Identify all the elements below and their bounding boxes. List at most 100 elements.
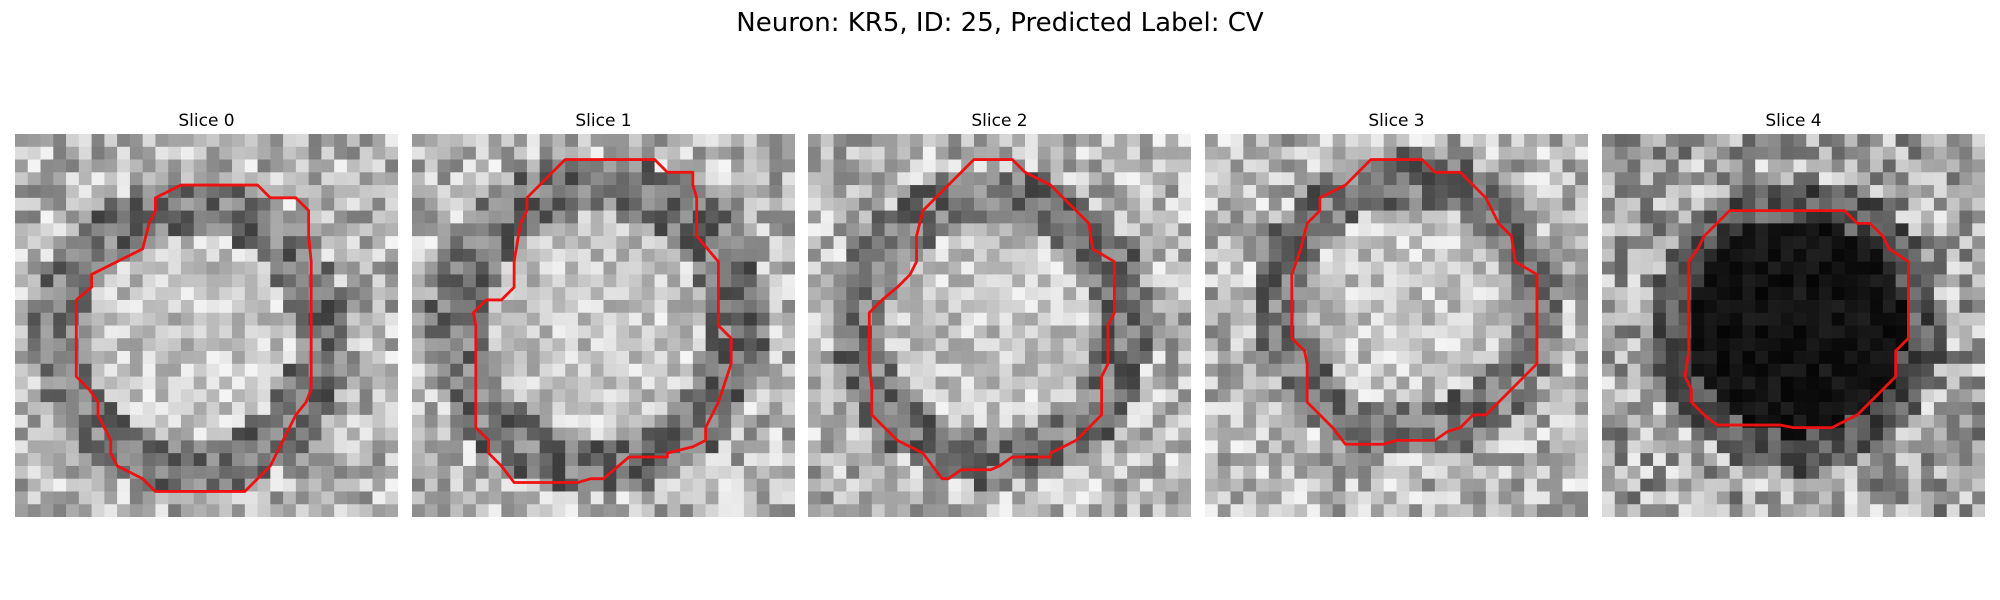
image-pixel bbox=[884, 274, 898, 288]
image-pixel bbox=[257, 287, 271, 301]
image-pixel bbox=[1921, 440, 1935, 454]
image-pixel bbox=[385, 312, 398, 326]
image-pixel bbox=[756, 261, 770, 275]
image-pixel bbox=[1614, 185, 1628, 199]
image-pixel bbox=[1780, 134, 1794, 148]
image-pixel bbox=[1178, 299, 1191, 314]
image-pixel bbox=[257, 376, 271, 390]
image-pixel bbox=[1345, 478, 1359, 492]
image-pixel bbox=[1665, 210, 1679, 224]
image-pixel bbox=[1012, 363, 1026, 377]
image-pixel bbox=[922, 134, 937, 148]
image-pixel bbox=[910, 172, 924, 186]
image-pixel bbox=[948, 478, 962, 492]
image-pixel bbox=[846, 261, 860, 275]
image-pixel bbox=[295, 491, 310, 505]
image-pixel bbox=[616, 338, 630, 352]
image-pixel bbox=[756, 299, 770, 314]
image-pixel bbox=[1793, 134, 1807, 148]
image-pixel bbox=[526, 248, 541, 263]
image-pixel bbox=[1319, 478, 1334, 492]
image-pixel bbox=[1653, 440, 1667, 454]
image-pixel bbox=[1614, 504, 1628, 517]
image-pixel bbox=[1806, 504, 1820, 517]
image-pixel bbox=[973, 453, 988, 467]
image-pixel bbox=[1895, 440, 1909, 454]
image-pixel bbox=[884, 134, 898, 148]
image-pixel bbox=[1319, 287, 1334, 301]
image-pixel bbox=[667, 248, 681, 263]
image-pixel bbox=[1511, 274, 1525, 288]
image-pixel bbox=[334, 312, 348, 326]
image-pixel bbox=[539, 351, 553, 365]
image-pixel bbox=[1793, 465, 1807, 480]
image-pixel bbox=[577, 274, 592, 288]
image-pixel bbox=[1895, 389, 1909, 403]
image-pixel bbox=[1294, 338, 1308, 352]
image-pixel bbox=[180, 389, 195, 403]
image-pixel bbox=[66, 146, 80, 160]
image-pixel bbox=[948, 504, 962, 517]
image-pixel bbox=[1139, 146, 1154, 160]
image-pixel bbox=[1908, 299, 1922, 314]
image-pixel bbox=[450, 414, 464, 429]
image-pixel bbox=[193, 338, 207, 352]
image-pixel bbox=[1152, 159, 1166, 173]
image-pixel bbox=[1345, 325, 1359, 339]
image-pixel bbox=[501, 453, 515, 467]
image-pixel bbox=[565, 185, 579, 199]
image-pixel bbox=[833, 159, 847, 173]
image-pixel bbox=[1602, 248, 1616, 263]
image-pixel bbox=[552, 223, 566, 237]
image-pixel bbox=[1127, 389, 1141, 403]
image-pixel bbox=[769, 223, 783, 237]
image-pixel bbox=[680, 299, 694, 314]
image-pixel bbox=[1025, 325, 1039, 339]
image-pixel bbox=[1050, 504, 1064, 517]
image-pixel bbox=[1972, 134, 1985, 148]
image-pixel bbox=[232, 427, 246, 441]
image-pixel bbox=[27, 261, 41, 275]
image-pixel bbox=[833, 312, 847, 326]
image-pixel bbox=[1870, 210, 1884, 224]
image-pixel bbox=[219, 491, 233, 505]
image-pixel bbox=[1243, 363, 1257, 377]
image-pixel bbox=[731, 146, 745, 160]
image-pixel bbox=[1627, 274, 1641, 288]
image-pixel bbox=[1498, 236, 1512, 250]
image-pixel bbox=[232, 440, 246, 454]
image-pixel bbox=[1959, 325, 1973, 339]
image-pixel bbox=[1627, 491, 1641, 505]
image-pixel bbox=[1562, 261, 1576, 275]
image-pixel bbox=[884, 402, 898, 416]
image-pixel bbox=[743, 185, 758, 199]
image-pixel bbox=[1895, 453, 1909, 467]
image-pixel bbox=[1806, 197, 1820, 211]
image-pixel bbox=[155, 210, 169, 224]
image-pixel bbox=[283, 197, 297, 211]
image-pixel bbox=[66, 440, 80, 454]
image-pixel bbox=[973, 414, 988, 429]
image-pixel bbox=[244, 465, 258, 480]
image-pixel bbox=[1114, 159, 1128, 173]
image-pixel bbox=[743, 338, 758, 352]
image-pixel bbox=[1422, 427, 1436, 441]
image-pixel bbox=[1152, 389, 1166, 403]
image-pixel bbox=[1268, 236, 1282, 250]
image-pixel bbox=[1076, 376, 1090, 390]
image-pixel bbox=[539, 236, 553, 250]
image-pixel bbox=[1882, 440, 1897, 454]
image-pixel bbox=[1933, 223, 1948, 237]
image-pixel bbox=[1614, 389, 1628, 403]
image-pixel bbox=[1755, 172, 1769, 186]
image-pixel bbox=[1268, 478, 1282, 492]
image-pixel bbox=[1243, 453, 1257, 467]
image-pixel bbox=[871, 504, 885, 517]
image-pixel bbox=[412, 325, 426, 339]
image-pixel bbox=[321, 274, 335, 288]
image-pixel bbox=[450, 159, 464, 173]
image-pixel bbox=[463, 223, 477, 237]
image-pixel bbox=[1025, 414, 1039, 429]
image-pixel bbox=[206, 287, 220, 301]
image-pixel bbox=[1844, 491, 1858, 505]
